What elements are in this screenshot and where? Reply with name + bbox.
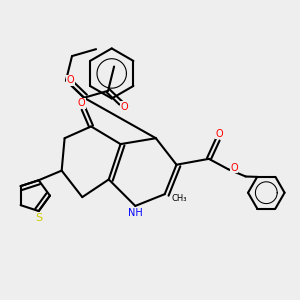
Text: O: O [121, 102, 128, 112]
Text: O: O [215, 129, 223, 139]
Text: O: O [230, 163, 238, 173]
Text: S: S [35, 212, 42, 223]
Text: NH: NH [128, 208, 143, 218]
Text: O: O [77, 98, 85, 108]
Text: CH₃: CH₃ [172, 194, 187, 203]
Text: O: O [67, 75, 74, 85]
